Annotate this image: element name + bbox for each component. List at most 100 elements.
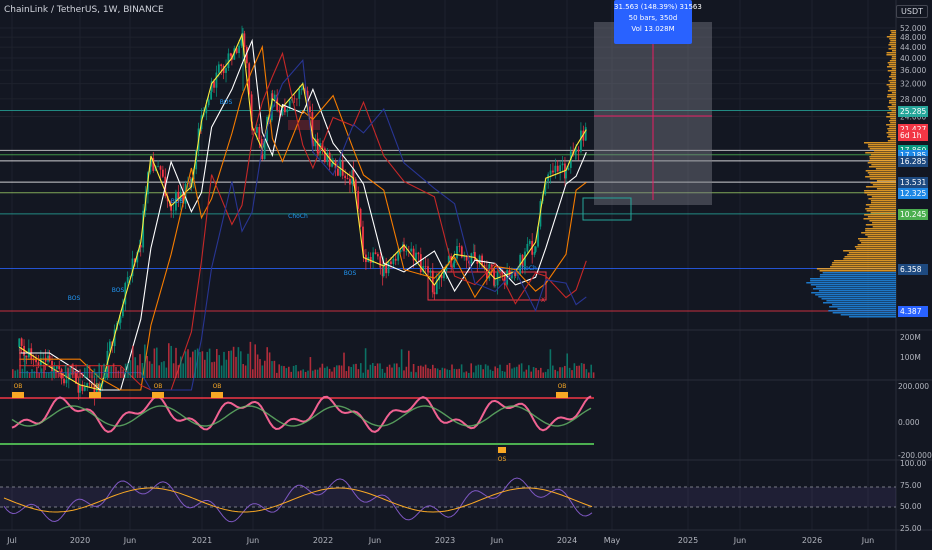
annotation-label: ChoCh [288, 213, 308, 220]
volume-bar [581, 363, 583, 378]
volume-profile-bar [834, 260, 896, 262]
volume-bar [506, 365, 508, 378]
volume-profile-bar [888, 62, 896, 64]
volume-profile-bar [886, 54, 896, 56]
candle-body [554, 166, 556, 173]
volume-bar [497, 368, 499, 378]
candle-body [286, 109, 288, 112]
volume-profile-bar [843, 258, 896, 260]
volume-profile-bar [843, 250, 896, 252]
volume-bar [77, 372, 79, 378]
volume-profile-bar [892, 92, 896, 94]
volume-profile-bar [811, 292, 896, 294]
volume-bar [569, 368, 571, 378]
x-tick-label: 2026 [802, 536, 822, 545]
volume-bar [588, 372, 590, 378]
volume-bar [31, 369, 33, 378]
volume-bar [173, 363, 175, 378]
volume-profile-bar [864, 214, 896, 216]
volume-profile-bar [872, 222, 896, 224]
volume-bar [374, 366, 376, 378]
candle-body [494, 285, 496, 286]
volume-bar [156, 348, 158, 378]
volume-bar [151, 364, 153, 378]
volume-bar [343, 353, 345, 378]
volume-profile-bar [888, 134, 896, 136]
volume-bar [211, 362, 213, 378]
volume-bar [329, 369, 331, 378]
volume-bar [461, 364, 463, 378]
currency-label[interactable]: USDT [896, 5, 928, 18]
volume-bar [427, 368, 429, 378]
rsi-axis-label: 75.00 [900, 481, 922, 490]
volume-bar [379, 363, 381, 378]
volume-bar [290, 372, 292, 378]
volume-bar [334, 367, 336, 378]
volume-bar [101, 366, 103, 378]
volume-profile-bar [864, 192, 896, 194]
volume-bar [197, 349, 199, 378]
volume-profile-bar [887, 128, 896, 130]
volume-profile-bar [887, 66, 896, 68]
candle-body [230, 53, 232, 55]
volume-profile-bar [890, 40, 896, 42]
candle-body [337, 169, 339, 176]
volume-bar [170, 346, 172, 378]
annotation-label: BOS [68, 295, 81, 302]
volume-bar [163, 361, 165, 378]
volume-bar [442, 368, 444, 378]
rsi-pane [0, 478, 896, 522]
candle-body [294, 99, 296, 100]
ob-label: OB [213, 383, 222, 390]
volume-bar [530, 372, 532, 378]
candle-body [238, 46, 240, 53]
volume-profile-bar [867, 194, 896, 196]
volume-bar [190, 357, 192, 378]
volume-bar [43, 365, 45, 378]
candle-body [375, 252, 377, 254]
volume-bar [410, 372, 412, 378]
ob-label: OB [154, 383, 163, 390]
volume-profile-bar [891, 74, 896, 76]
volume-bar [82, 373, 84, 378]
volume-bar [396, 363, 398, 378]
osc-axis-label: 0.000 [898, 418, 920, 427]
volume-bar [367, 370, 369, 378]
volume-bar [242, 364, 244, 378]
ob-marker [89, 392, 101, 398]
volume-bar [209, 349, 211, 378]
volume-profile-bar [865, 152, 896, 154]
volume-profile-bar [891, 72, 896, 74]
volume-bar [401, 349, 403, 378]
volume-bar [194, 350, 196, 378]
volume-bar [398, 367, 400, 378]
volume-profile-bar [873, 184, 896, 186]
volume-bar [254, 344, 256, 378]
volume-profile-bar [820, 276, 896, 278]
x-tick-label: 2024 [557, 536, 577, 545]
volume-bar [137, 365, 139, 378]
volume-profile-bar [829, 306, 896, 308]
annotation-label: BOS [112, 287, 125, 294]
volume-profile-bar [892, 50, 896, 52]
volume-bar [590, 365, 592, 378]
volume-bar [365, 348, 367, 378]
volume-bar [518, 365, 520, 378]
volume-profile-bar [889, 76, 896, 78]
candle-body [420, 254, 422, 272]
volume-bar [346, 371, 348, 378]
volume-profile-bar [889, 86, 896, 88]
volume-bar [187, 349, 189, 378]
candle-body [218, 64, 220, 72]
volume-bar [252, 369, 254, 378]
volume-bar [578, 366, 580, 378]
volume-profile-bar [869, 166, 896, 168]
volume-bar [466, 371, 468, 378]
volume-bar [115, 367, 117, 378]
candle-body [471, 253, 473, 263]
volume-bar [19, 348, 21, 378]
volume-bar [562, 367, 564, 378]
volume-profile-bar [876, 168, 896, 170]
volume-profile-bar [837, 308, 896, 310]
